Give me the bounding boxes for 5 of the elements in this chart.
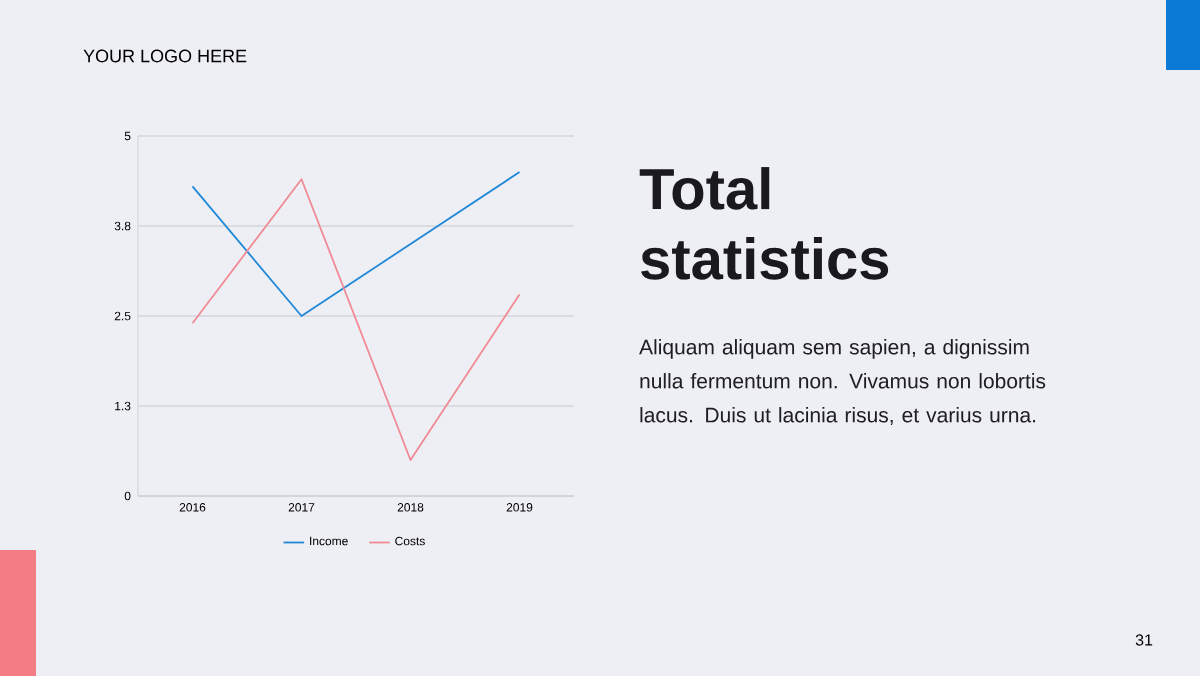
text: YOUR LOGO HERE bbox=[83, 49, 247, 63]
text: 31 bbox=[1135, 634, 1153, 646]
text: Aliquam aliquam sem sapien, a dignissim nulla fermentum non. Vivamus non lobortis lacus. Duis ut lacinia risus, et varius urna. bbox=[639, 339, 1046, 425]
line-series bbox=[191, 178, 521, 461]
text: Total statistics bbox=[639, 167, 889, 280]
